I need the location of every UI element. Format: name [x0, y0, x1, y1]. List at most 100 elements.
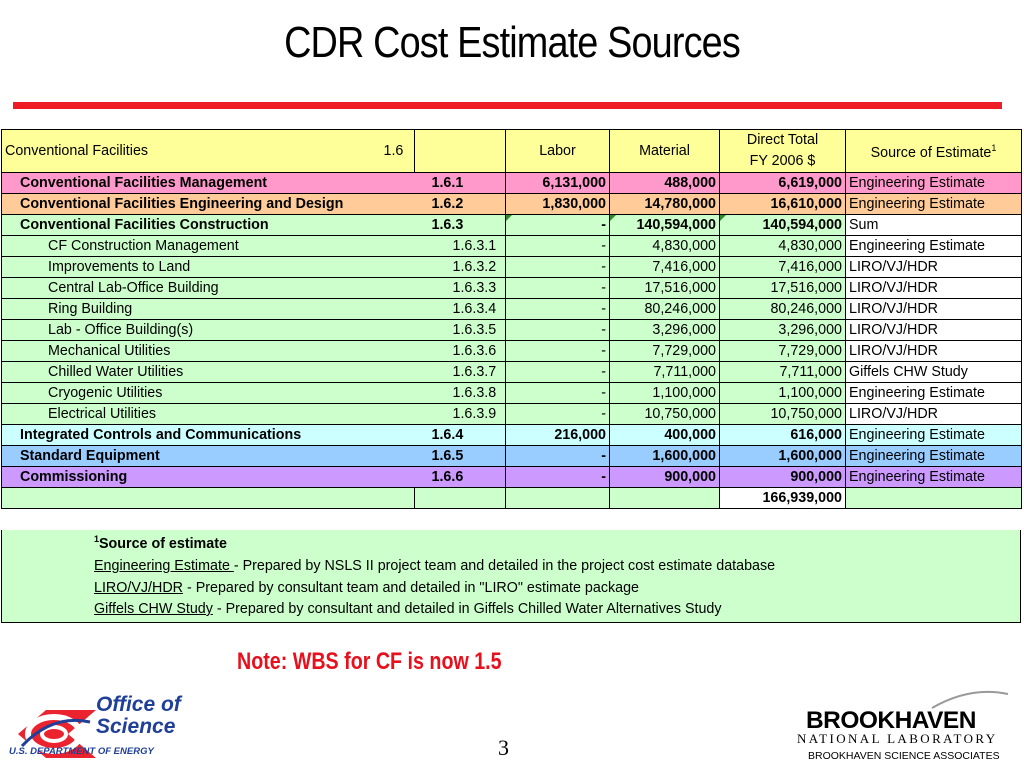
row-direct-total: 7,729,000: [719, 340, 846, 362]
row-direct-total: 80,246,000: [719, 298, 846, 320]
table-row: Cryogenic Utilities 1.6.3.8-1,100,000 1,10…: [1, 382, 1022, 404]
row-description: Integrated Controls and Communications: [1, 424, 415, 446]
row-description: CF Construction Management: [1, 235, 415, 257]
row-labor: -: [505, 298, 610, 320]
row-description: Conventional Facilities Management: [1, 172, 415, 194]
row-source: LIRO/VJ/HDR: [845, 319, 1022, 341]
bnl-swoosh-icon: [931, 690, 1009, 709]
table-row: Conventional Facilities Management 1.6.1 6…: [1, 172, 1022, 194]
wbs-note: Note: WBS for CF is now 1.5: [237, 648, 502, 675]
row-material: 1,600,000: [609, 445, 720, 467]
bnl-logo-subtitle: NATIONAL LABORATORY: [797, 731, 998, 746]
doe-line1: Office of: [96, 693, 181, 716]
row-description: Mechanical Utilities: [1, 340, 415, 362]
row-description: Standard Equipment: [1, 445, 415, 467]
table-row: Conventional Facilities Engineering and …: [1, 193, 1022, 215]
table-row: Standard Equipment 1.6.5-1,600,000 1,600,0…: [1, 445, 1022, 467]
header-wbs-col: [414, 129, 506, 173]
row-description: Lab - Office Building(s): [1, 319, 415, 341]
footnote-sup: 1: [94, 534, 100, 544]
footnote-item-giffels: Giffels CHW Study - Prepared by consulta…: [94, 601, 722, 617]
row-material: 7,711,000: [609, 361, 720, 383]
footnote-title-text: Source of estimate: [99, 535, 227, 552]
row-direct-total: 900,000: [719, 466, 846, 488]
row-direct-total: 10,750,000: [719, 403, 846, 425]
footnote-term: Giffels CHW Study: [94, 601, 213, 617]
footnote-box: 1Source of estimate Engineering Estimate…: [1, 530, 1021, 623]
row-material: 900,000: [609, 466, 720, 488]
row-direct-total: 7,711,000: [719, 361, 846, 383]
row-material: 3,296,000: [609, 319, 720, 341]
row-labor: -: [505, 445, 610, 467]
row-direct-total: 3,296,000: [719, 319, 846, 341]
row-labor: -: [505, 340, 610, 362]
row-labor: 216,000: [505, 424, 610, 446]
row-material: 7,416,000: [609, 256, 720, 278]
slide-title: CDR Cost Estimate Sources: [284, 18, 741, 67]
row-direct-total: 7,416,000: [719, 256, 846, 278]
row-material: 488,000: [609, 172, 720, 194]
table-row: Ring Building 1.6.3.4-80,246,000 80,246,00…: [1, 298, 1022, 320]
footnote-text: - Prepared by NSLS II project team and d…: [233, 558, 776, 574]
row-source: LIRO/VJ/HDR: [845, 403, 1022, 425]
row-wbs: 1.6.3.7: [414, 361, 506, 383]
row-material: 7,729,000: [609, 340, 720, 362]
row-labor: -: [505, 256, 610, 278]
footnote-text: - Prepared by consultant team and detail…: [182, 580, 639, 596]
row-labor: 1,830,000: [505, 193, 610, 215]
row-material: 80,246,000: [609, 298, 720, 320]
grand-total-empty-cell: [414, 487, 506, 509]
row-wbs: 1.6.3.6: [414, 340, 506, 362]
row-wbs: 1.6.3.3: [414, 277, 506, 299]
header-material: Material: [609, 129, 720, 173]
row-description: Chilled Water Utilities: [1, 361, 415, 383]
table-header-row: Conventional Facilities 1.6 Labor Materi…: [1, 129, 1022, 173]
row-source: Engineering Estimate: [845, 172, 1022, 194]
header-source: Source of Estimate1: [845, 129, 1022, 173]
row-source: Sum: [845, 214, 1022, 236]
row-source: Engineering Estimate: [845, 193, 1022, 215]
row-wbs: 1.6.3.2: [414, 256, 506, 278]
table-row: Lab - Office Building(s) 1.6.3.5-3,296,00…: [1, 319, 1022, 341]
row-wbs: 1.6.3: [414, 214, 506, 236]
page-number: 3: [498, 735, 509, 760]
row-source: LIRO/VJ/HDR: [845, 256, 1022, 278]
row-material: 17,516,000: [609, 277, 720, 299]
row-source: Engineering Estimate: [845, 466, 1022, 488]
footnote-item-engineering: Engineering Estimate - Prepared by NSLS …: [94, 558, 775, 574]
row-labor: -: [505, 403, 610, 425]
row-description: Commissioning: [1, 466, 415, 488]
row-material: 140,594,000: [609, 214, 720, 236]
doe-line2: Science: [96, 715, 176, 738]
table-row: Integrated Controls and Communications 1.…: [1, 424, 1022, 446]
table-row: CF Construction Management 1.6.3.1-4,830,…: [1, 235, 1022, 257]
bnl-associates: BROOKHAVEN SCIENCE ASSOCIATES: [808, 750, 1000, 762]
row-material: 10,750,000: [609, 403, 720, 425]
row-labor: -: [505, 235, 610, 257]
row-labor: -: [505, 214, 610, 236]
row-description: Conventional Facilities Engineering and …: [1, 193, 415, 215]
header-wbs: 1.6: [383, 142, 404, 159]
header-source-text: Source of Estimate: [870, 144, 992, 161]
row-direct-total: 17,516,000: [719, 277, 846, 299]
row-source: Engineering Estimate: [845, 424, 1022, 446]
grand-total-empty-cell: [609, 487, 720, 509]
row-labor: 6,131,000: [505, 172, 610, 194]
row-wbs: 1.6.2: [414, 193, 506, 215]
row-material: 1,100,000: [609, 382, 720, 404]
doe-logo-icon: [18, 710, 96, 758]
row-description: Conventional Facilities Construction: [1, 214, 415, 236]
grand-total-row: 166,939,000: [1, 487, 1022, 509]
row-wbs: 1.6.3.8: [414, 382, 506, 404]
row-labor: -: [505, 382, 610, 404]
row-material: 4,830,000: [609, 235, 720, 257]
header-name-text: Conventional Facilities: [5, 142, 149, 159]
row-wbs: 1.6.3.5: [414, 319, 506, 341]
row-labor: -: [505, 277, 610, 299]
footnote-text: - Prepared by consultant and detailed in…: [212, 601, 722, 617]
header-source-sup: 1: [991, 143, 997, 154]
row-description: Electrical Utilities: [1, 403, 415, 425]
doe-subtitle: U.S. DEPARTMENT OF ENERGY: [9, 746, 154, 757]
header-direct-total-line2: FY 2006 $: [749, 153, 816, 169]
footnote-title: 1Source of estimate: [94, 534, 227, 552]
